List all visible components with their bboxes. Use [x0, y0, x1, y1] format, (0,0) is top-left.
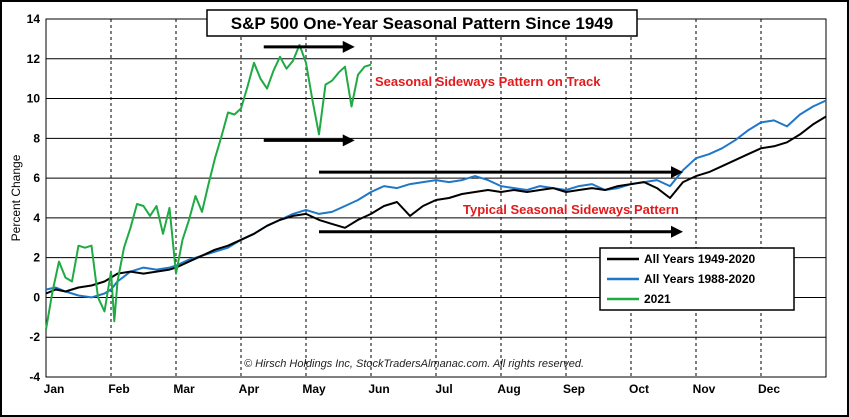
x-tick-label-jul: Jul — [435, 382, 452, 396]
series-lines — [45, 43, 827, 330]
y-tick-label-7: 10 — [27, 92, 41, 106]
legend-label-1988-2020: All Years 1988-2020 — [644, 272, 756, 286]
x-tick-label-jan: Jan — [44, 382, 65, 396]
y-tick-label-6: 8 — [33, 131, 40, 145]
series-line-all-years-1988-2020 — [45, 99, 827, 299]
legend-label-1949-2020: All Years 1949-2020 — [644, 252, 756, 266]
trend-arrow-3 — [319, 225, 683, 238]
trend-arrows — [263, 40, 683, 238]
x-tick-label-oct: Oct — [629, 382, 649, 396]
annotation-on-track: Seasonal Sideways Pattern on Track — [375, 74, 601, 89]
y-tick-label-0: -4 — [29, 370, 40, 384]
x-tick-label-jun: Jun — [368, 382, 389, 396]
trend-arrow-2 — [319, 166, 683, 179]
x-tick-label-sep: Sep — [563, 382, 585, 396]
x-tick-label-may: May — [302, 382, 326, 396]
y-tick-label-3: 2 — [33, 251, 40, 265]
chart-title: S&P 500 One-Year Seasonal Pattern Since … — [231, 14, 613, 33]
y-tick-label-8: 12 — [27, 52, 41, 66]
trend-arrow-0 — [263, 40, 355, 53]
y-tick-label-5: 6 — [33, 171, 40, 185]
y-axis-label: Percent Change — [9, 154, 23, 241]
series-line-all-years-1949-2020 — [45, 115, 827, 295]
plot-area — [45, 18, 827, 378]
title-box — [206, 9, 638, 37]
copyright-notice: © Hirsch Holdings Inc, StockTradersAlman… — [244, 358, 584, 370]
y-tick-label-9: 14 — [27, 12, 41, 26]
series-line-2021 — [45, 43, 372, 330]
x-tick-label-nov: Nov — [693, 382, 716, 396]
x-tick-label-dec: Dec — [758, 382, 780, 396]
legend: All Years 1949-2020 All Years 1988-2020 … — [599, 247, 795, 311]
x-axis-tick-labels: Jan Feb Mar Apr May Jun Jul Aug Sep Oct Nov Dec — [44, 382, 781, 396]
x-tick-label-feb: Feb — [108, 382, 129, 396]
x-tick-label-mar: Mar — [173, 382, 195, 396]
trend-arrow-head-2 — [671, 166, 683, 179]
y-tick-label-1: -2 — [29, 330, 40, 344]
y-tick-label-2: 0 — [33, 290, 40, 304]
trend-arrow-1 — [263, 134, 355, 147]
trend-arrow-head-0 — [342, 40, 355, 53]
y-tick-label-4: 4 — [33, 211, 40, 225]
trend-arrow-head-1 — [342, 134, 355, 147]
annotation-typical: Typical Seasonal Sideways Pattern — [463, 202, 679, 217]
x-tick-label-apr: Apr — [239, 382, 260, 396]
x-tick-label-aug: Aug — [497, 382, 520, 396]
legend-label-2021: 2021 — [644, 292, 671, 306]
trend-arrow-head-3 — [671, 225, 683, 238]
y-axis-tick-labels: -4 -2 0 2 4 6 8 10 12 14 — [27, 12, 41, 384]
